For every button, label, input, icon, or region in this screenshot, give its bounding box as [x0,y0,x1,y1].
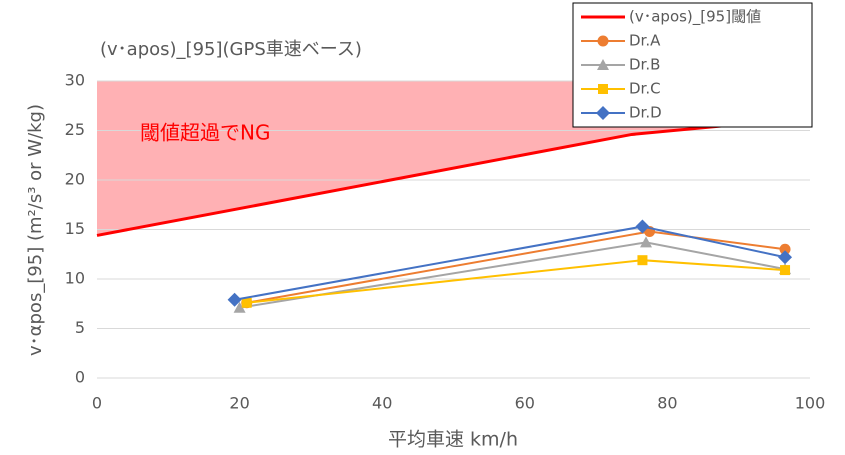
y-tick-label: 20 [65,170,85,189]
marker [640,236,653,248]
y-tick-label: 0 [75,368,85,387]
x-tick-label: 20 [229,394,249,413]
marker [780,265,791,276]
x-tick-label: 100 [795,394,826,413]
chart-title: (v･apos)_[95](GPS車速ベース) [100,39,362,60]
y-axis-label: v･αpos_[95] (m²/s³ or W/kg) [25,104,46,356]
marker [233,301,246,313]
legend-label: Dr.A [629,32,661,50]
y-tick-label: 10 [65,269,85,288]
y-tick-label: 30 [65,71,85,90]
annotation: 閾値超過でNG [140,121,270,145]
y-tick-label: 15 [65,219,85,238]
marker [596,106,610,120]
y-tick-label: 5 [75,318,85,337]
series-line [246,259,786,304]
marker [241,297,252,308]
x-tick-label: 40 [372,394,392,413]
marker [597,35,609,47]
legend-label: (v･apos)_[95]閾値 [629,8,761,27]
x-tick-label: 80 [657,394,677,413]
marker [778,250,793,265]
x-tick-label: 60 [515,394,535,413]
marker [635,219,650,234]
legend-label: Dr.D [629,104,662,122]
marker [637,255,648,266]
marker [597,59,609,70]
marker [227,292,242,307]
legend-label: Dr.B [629,56,660,74]
series-line [246,230,786,304]
marker [598,84,608,94]
legend-label: Dr.C [629,80,661,98]
marker [779,243,791,255]
x-axis-label: 平均車速 km/h [388,429,518,451]
y-tick-label: 25 [65,120,85,139]
x-tick-label: 0 [92,394,102,413]
